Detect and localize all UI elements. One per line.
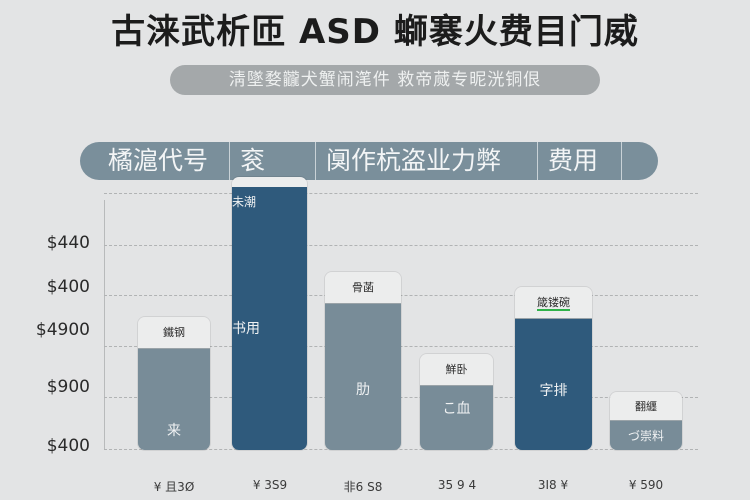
bar-body: 未潮 书用 [232,187,307,450]
x-axis-label: 3I8 ¥ [537,478,569,492]
y-axis-line [104,200,105,450]
bar-body-label: 字排 [515,319,592,450]
y-tick-label: $900 [46,377,90,397]
y-tick-label: $400 [46,436,90,456]
chart-title: 古涞武析匝 ASD 螄褰火费目门威 [111,12,639,52]
x-axis-label: 35 9 4 [437,478,477,492]
x-axis-label: ¥ 590 [628,478,664,492]
bar-body-label: づ崇料 [610,421,682,450]
x-axis-label: ¥ 且3Ø [153,480,195,494]
y-tick-label: $440 [46,233,90,253]
bar-6[interactable]: 翻纒 づ崇料 [610,392,682,450]
bar-2[interactable]: 未潮 书用 [232,177,307,450]
chart-subtitle: 淸墜婺龖犬蟹闹滗件 救帝蒇专昵洸铜佷 [170,65,600,95]
bar-cap-label: 骨菡 [325,272,401,304]
y-tick-label: $4900 [35,320,90,340]
header-cell-type: 衮 [230,142,316,180]
bar-cap-label: 翻纒 [610,392,682,421]
bar-1[interactable]: 鐵钢 来 [138,317,210,450]
bar-body-label: 来 [138,349,210,450]
gridline [104,193,698,194]
bar-cap-label: 箴镂碗 [515,287,592,319]
bar-cap-label: 未潮 [232,195,257,209]
y-tick-label: $400 [46,277,90,297]
gridline [104,245,698,246]
x-axis-label: ¥ 3S9 [252,478,288,492]
bar-5[interactable]: 箴镂碗 字排 [515,287,592,450]
gridline [104,397,698,398]
header-cell-cost: 费用 [538,142,622,180]
bar-body-label: 书用 [232,321,260,337]
bar-cap-label: 鐵钢 [138,317,210,349]
gridline [104,346,698,347]
gridline [104,295,698,296]
header-cell-end [622,142,658,180]
header-bar: 橘滬代号 衮 阒作杭盗业力弊 费用 [80,142,658,180]
header-cell-description: 阒作杭盗业力弊 [316,142,538,180]
header-cell-code: 橘滬代号 [80,142,230,180]
bar-cap [232,177,307,187]
bar-4[interactable]: 鮮卧 こ血 [420,354,493,450]
bar-3[interactable]: 骨菡 肋 [325,272,401,450]
bar-body-label: こ血 [420,386,493,450]
x-axis-label: 非6 S8 [343,480,383,494]
gridline [104,449,698,450]
bar-body-label: 肋 [325,304,401,450]
bar-cap-label: 鮮卧 [420,354,493,386]
